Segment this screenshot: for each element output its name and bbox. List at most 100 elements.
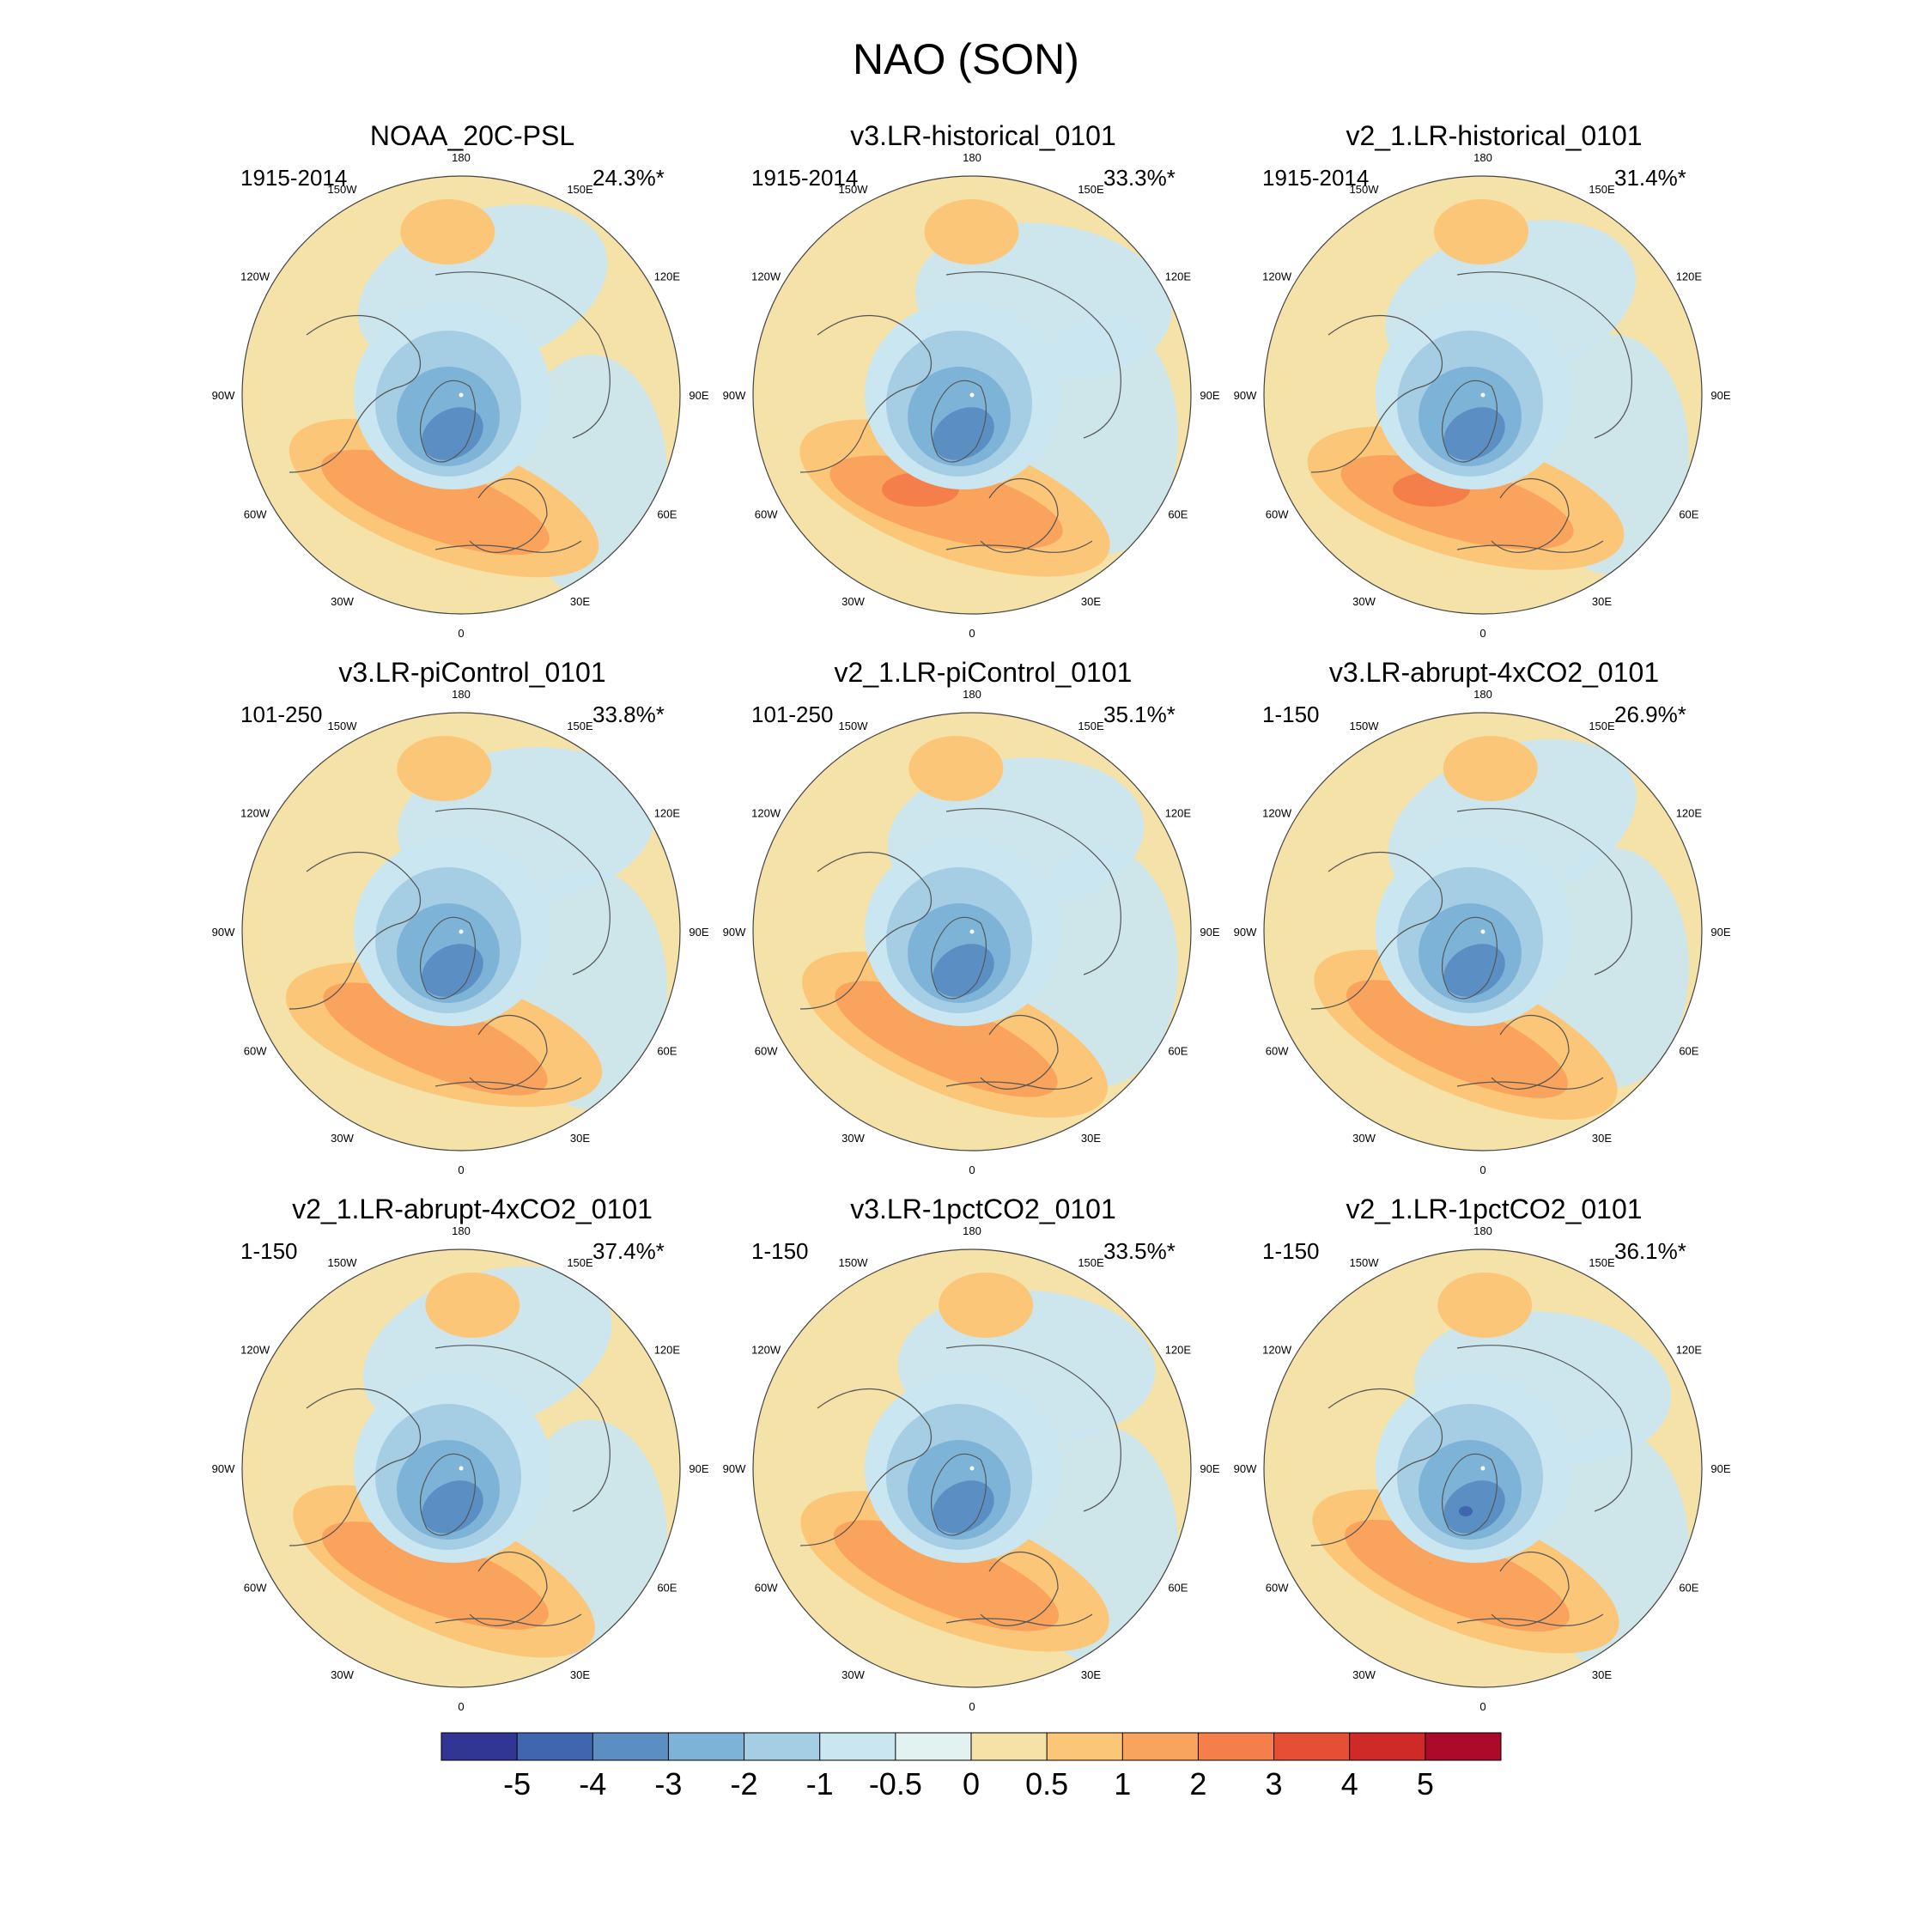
longitude-label: 120W [240,807,270,820]
positive-anomaly-region [835,981,1058,1097]
panel-variance-explained: 31.4%* [1614,165,1686,191]
longitude-label: 150E [1589,183,1615,196]
colorbar-swatch [1273,1733,1351,1760]
map-panel: v3.LR-piControl_0101 101-250 33.8%* 180 150E… [212,657,756,1176]
coastline [1456,271,1632,439]
colorbar-tick-label: 1 [1114,1766,1132,1801]
longitude-label: 30W [841,1132,865,1145]
north-pole-marker [459,1466,464,1471]
coastline [945,540,1093,553]
longitude-label: 90E [1200,926,1219,939]
longitude-label: 60E [657,1582,677,1595]
coastline [1456,540,1604,553]
coastlines [799,1345,1121,1626]
longitude-label: 120E [654,270,681,283]
longitude-label: 150E [567,183,593,196]
polar-map: 180 150E 120E 90E 60E 30E 0 30W 60W 90W 120W 150W [723,688,1220,1176]
longitude-label: 30E [570,595,590,608]
positive-anomaly-region [924,199,1019,264]
longitude-label: 120W [240,1344,270,1357]
map-border [1263,712,1703,1151]
panel-variance-explained: 33.8%* [592,702,665,727]
coastline [1491,1551,1570,1626]
panel-title: v2_1.LR-1pctCO2_0101 [1346,1194,1643,1224]
coastlines [799,271,1121,553]
longitude-label: 90W [723,389,746,402]
coastline [980,477,1059,553]
negative-anomaly-core [1443,944,1505,997]
panel-title: v2_1.LR-abrupt-4xCO2_0101 [292,1194,653,1224]
map-panel: NOAA_20C-PSL 1915-2014 24.3%* 180 150E 120E 90… [212,120,756,640]
map-border [752,175,1192,615]
colorbar-tick-label: -1 [805,1766,834,1801]
colorbar-tick-label: -4 [579,1766,607,1801]
longitude-label: 90E [1200,1462,1219,1475]
longitude-label: 120W [240,270,270,283]
longitude-label: 60W [755,1582,778,1595]
longitude-label: 150E [1589,720,1615,732]
longitude-label: 120E [1676,270,1703,283]
positive-anomaly-region [833,1520,1060,1631]
colorbar-swatch [668,1733,745,1760]
coastline [980,1551,1059,1626]
north-pole-marker [969,392,975,398]
map-panel: v3.LR-1pctCO2_0101 1-150 33.5%* 180 150E 120E… [723,1194,1267,1713]
map-panel: v2_1.LR-piControl_0101 101-250 35.1%* 180 15… [723,657,1267,1176]
colorbar-swatch [517,1733,593,1760]
panel-period: 101-250 [240,702,323,727]
negative-anomaly-core [1443,1480,1505,1534]
longitude-label: 90W [212,389,235,402]
colorbar-tick-label: -0.5 [868,1766,922,1801]
longitude-label: 150W [1350,183,1380,196]
map-border [752,712,1192,1151]
positive-anomaly-region [397,736,492,801]
panel-title: v3.LR-abrupt-4xCO2_0101 [1328,657,1660,688]
positive-anomaly-region [1437,1273,1533,1338]
longitude-label: 0 [1479,627,1485,640]
longitude-label: 90E [689,926,708,939]
polar-map: 180 150E 120E 90E 60E 30E 0 30W 60W 90W 120W 150W [212,688,709,1176]
longitude-label: 0 [1479,1163,1485,1176]
longitude-label: 90E [1710,926,1730,939]
longitude-label: 60W [755,1045,778,1058]
longitude-label: 60E [1168,508,1188,521]
panel-period: 1915-2014 [751,165,859,191]
positive-anomaly-region [908,736,1004,801]
longitude-label: 90W [1234,926,1257,939]
colorbar-tick-label: 3 [1265,1766,1283,1801]
map-panel: v3.LR-historical_0101 1915-2014 33.3%* 180 1… [723,120,1267,640]
longitude-label: 30E [1081,595,1101,608]
longitude-label: 60E [657,508,677,521]
coastline [1310,1388,1443,1546]
colorbar-tick-label: 0.5 [1025,1766,1069,1801]
colorbar-swatch [1425,1733,1502,1760]
panel-title: v3.LR-piControl_0101 [338,657,606,688]
coastline [419,380,477,463]
longitude-label: 60E [1679,1582,1698,1595]
longitude-label: 0 [969,627,975,640]
longitude-label: 180 [1473,1224,1492,1237]
longitude-label: 120E [654,1344,681,1357]
panel-period: 1-150 [751,1238,809,1264]
positive-anomaly-region [829,455,1063,550]
longitude-label: 0 [458,1700,464,1713]
colorbar-swatch [592,1733,669,1760]
longitude-label: 90E [1710,1462,1730,1475]
longitude-label: 60E [1168,1045,1188,1058]
map-border [241,175,681,615]
coastline [945,1345,1121,1512]
positive-anomaly-region [322,1522,549,1630]
longitude-label: 180 [452,688,471,701]
longitude-label: 90W [723,926,746,939]
longitude-label: 60W [755,508,778,521]
coastline [419,916,477,999]
longitude-label: 150E [567,720,593,732]
positive-anomaly-region [1346,980,1569,1098]
positive-anomaly-region [323,982,548,1096]
longitude-label: 180 [1473,688,1492,701]
map-border [241,712,681,1151]
longitude-label: 150E [1078,720,1104,732]
positive-anomaly-region [1434,199,1529,264]
colorbar-swatch [819,1733,896,1760]
longitude-label: 60W [1266,1582,1289,1595]
